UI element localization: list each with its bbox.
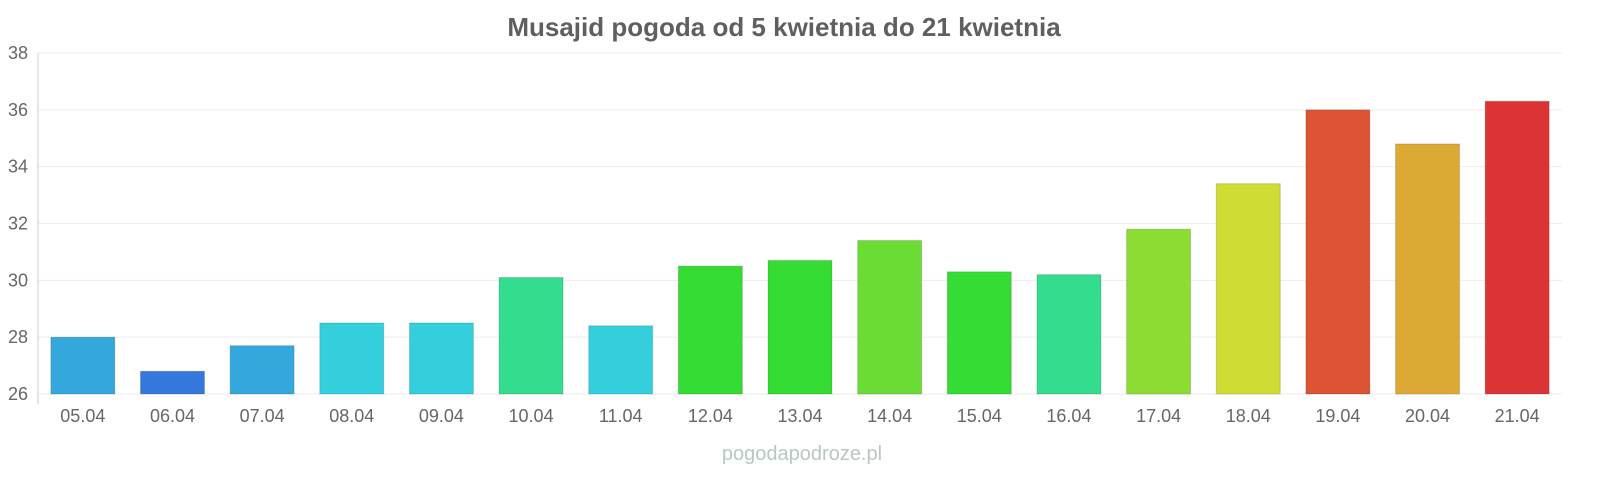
x-tick-label: 21.04: [1495, 406, 1540, 426]
x-tick-label: 20.04: [1405, 406, 1450, 426]
y-tick-label: 26: [8, 384, 28, 404]
y-tick-label: 38: [8, 43, 28, 63]
x-tick-label: 12.04: [688, 406, 733, 426]
bar-21.04: [1484, 100, 1550, 395]
x-tick-label: 13.04: [777, 406, 822, 426]
bar-16.04: [1036, 274, 1102, 395]
y-tick-label: 32: [8, 214, 28, 234]
x-tick-label: 10.04: [509, 406, 554, 426]
chart-title: Musajid pogoda od 5 kwietnia do 21 kwiet…: [507, 12, 1061, 42]
bar-15.04: [946, 271, 1012, 395]
x-tick-label: 15.04: [957, 406, 1002, 426]
x-tick-label: 05.04: [60, 406, 105, 426]
y-tick-label: 34: [8, 157, 28, 177]
bar-07.04: [229, 345, 295, 395]
bar-14.04: [857, 240, 923, 395]
x-tick-label: 07.04: [240, 406, 285, 426]
watermark: pogodapodroze.pl: [722, 443, 882, 465]
x-tick-label: 09.04: [419, 406, 464, 426]
x-tick-label: 16.04: [1046, 406, 1091, 426]
bar-11.04: [588, 325, 654, 395]
x-tick-label: 11.04: [599, 406, 643, 426]
bar-10.04: [498, 276, 564, 395]
x-tick-label: 14.04: [867, 406, 912, 426]
bar-20.04: [1395, 143, 1461, 395]
bar-08.04: [319, 322, 385, 395]
x-tick-label: 17.04: [1136, 406, 1181, 426]
bar-18.04: [1215, 183, 1281, 395]
bar-06.04: [139, 370, 205, 395]
x-tick-label: 08.04: [329, 406, 374, 426]
x-tick-label: 19.04: [1315, 406, 1360, 426]
bar-09.04: [408, 322, 474, 395]
x-tick-label: 18.04: [1226, 406, 1271, 426]
y-tick-label: 30: [8, 270, 28, 290]
bar-13.04: [767, 259, 833, 395]
bar-05.04: [50, 336, 116, 395]
x-tick-label: 06.04: [150, 406, 195, 426]
y-tick-label: 28: [8, 327, 28, 347]
bar-17.04: [1126, 228, 1192, 395]
bar-12.04: [677, 265, 743, 395]
bar-19.04: [1305, 109, 1371, 395]
y-tick-label: 36: [8, 100, 28, 120]
